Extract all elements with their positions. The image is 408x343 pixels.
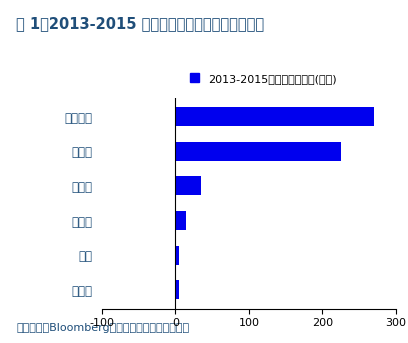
Text: 图 1：2013-2015 年非农部门及其各行业新增就业: 图 1：2013-2015 年非农部门及其各行业新增就业 <box>16 16 264 32</box>
Bar <box>175 176 201 196</box>
Bar <box>175 142 341 161</box>
Text: 资料来源：Bloomberg、国信证券经济研究所整理: 资料来源：Bloomberg、国信证券经济研究所整理 <box>16 322 189 333</box>
Legend: 2013-2015年年均新增就业(万人): 2013-2015年年均新增就业(万人) <box>186 69 341 88</box>
Bar <box>175 280 179 299</box>
Bar <box>175 107 374 126</box>
Bar <box>175 246 179 264</box>
Bar <box>175 211 186 230</box>
